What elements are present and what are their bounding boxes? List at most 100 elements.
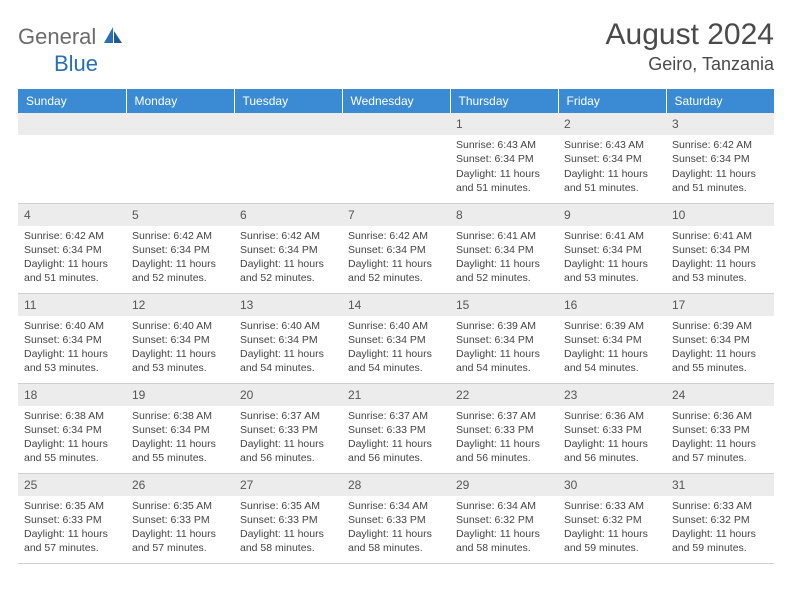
day-number: 28: [342, 474, 450, 496]
location: Geiro, Tanzania: [606, 54, 774, 75]
sunset-text: Sunset: 6:32 PM: [672, 513, 768, 527]
sunset-text: Sunset: 6:34 PM: [24, 333, 120, 347]
day-details: Sunrise: 6:41 AMSunset: 6:34 PMDaylight:…: [666, 226, 774, 290]
daylight-text: Daylight: 11 hours and 51 minutes.: [24, 257, 120, 285]
day-details: Sunrise: 6:42 AMSunset: 6:34 PMDaylight:…: [234, 226, 342, 290]
sunrise-text: Sunrise: 6:41 AM: [564, 229, 660, 243]
weekday-header: Monday: [126, 89, 234, 113]
day-details: Sunrise: 6:40 AMSunset: 6:34 PMDaylight:…: [342, 316, 450, 380]
sunset-text: Sunset: 6:34 PM: [456, 333, 552, 347]
sunset-text: Sunset: 6:34 PM: [348, 333, 444, 347]
sunset-text: Sunset: 6:33 PM: [132, 513, 228, 527]
day-details: Sunrise: 6:39 AMSunset: 6:34 PMDaylight:…: [558, 316, 666, 380]
sunrise-text: Sunrise: 6:43 AM: [564, 138, 660, 152]
sunset-text: Sunset: 6:34 PM: [672, 333, 768, 347]
sunset-text: Sunset: 6:34 PM: [132, 243, 228, 257]
day-details: Sunrise: 6:35 AMSunset: 6:33 PMDaylight:…: [18, 496, 126, 560]
logo-text-general: General: [18, 24, 96, 50]
calendar-day-cell: 27Sunrise: 6:35 AMSunset: 6:33 PMDayligh…: [234, 473, 342, 563]
sunrise-text: Sunrise: 6:38 AM: [132, 409, 228, 423]
daylight-text: Daylight: 11 hours and 53 minutes.: [672, 257, 768, 285]
sunset-text: Sunset: 6:33 PM: [564, 423, 660, 437]
calendar-day-cell: 14Sunrise: 6:40 AMSunset: 6:34 PMDayligh…: [342, 293, 450, 383]
calendar-week-row: 18Sunrise: 6:38 AMSunset: 6:34 PMDayligh…: [18, 383, 774, 473]
sunrise-text: Sunrise: 6:36 AM: [672, 409, 768, 423]
day-details: Sunrise: 6:38 AMSunset: 6:34 PMDaylight:…: [18, 406, 126, 470]
day-number: 16: [558, 294, 666, 316]
day-number: 24: [666, 384, 774, 406]
sunrise-text: Sunrise: 6:42 AM: [348, 229, 444, 243]
calendar-table: SundayMondayTuesdayWednesdayThursdayFrid…: [18, 89, 774, 564]
day-number: 26: [126, 474, 234, 496]
calendar-week-row: 4Sunrise: 6:42 AMSunset: 6:34 PMDaylight…: [18, 203, 774, 293]
calendar-week-row: 25Sunrise: 6:35 AMSunset: 6:33 PMDayligh…: [18, 473, 774, 563]
weekday-header: Friday: [558, 89, 666, 113]
sunrise-text: Sunrise: 6:42 AM: [240, 229, 336, 243]
calendar-day-cell: 2Sunrise: 6:43 AMSunset: 6:34 PMDaylight…: [558, 113, 666, 203]
sunrise-text: Sunrise: 6:35 AM: [24, 499, 120, 513]
calendar-day-cell: 17Sunrise: 6:39 AMSunset: 6:34 PMDayligh…: [666, 293, 774, 383]
logo-sail-icon: [102, 25, 124, 50]
day-number: 29: [450, 474, 558, 496]
sunrise-text: Sunrise: 6:35 AM: [240, 499, 336, 513]
calendar-day-cell: 16Sunrise: 6:39 AMSunset: 6:34 PMDayligh…: [558, 293, 666, 383]
day-details: Sunrise: 6:35 AMSunset: 6:33 PMDaylight:…: [126, 496, 234, 560]
calendar-week-row: 1Sunrise: 6:43 AMSunset: 6:34 PMDaylight…: [18, 113, 774, 203]
day-number: 10: [666, 204, 774, 226]
weekday-header: Tuesday: [234, 89, 342, 113]
day-details: Sunrise: 6:35 AMSunset: 6:33 PMDaylight:…: [234, 496, 342, 560]
calendar-day-cell: 15Sunrise: 6:39 AMSunset: 6:34 PMDayligh…: [450, 293, 558, 383]
calendar-day-cell: 23Sunrise: 6:36 AMSunset: 6:33 PMDayligh…: [558, 383, 666, 473]
sunrise-text: Sunrise: 6:42 AM: [24, 229, 120, 243]
daylight-text: Daylight: 11 hours and 51 minutes.: [672, 167, 768, 195]
daylight-text: Daylight: 11 hours and 54 minutes.: [348, 347, 444, 375]
daylight-text: Daylight: 11 hours and 52 minutes.: [456, 257, 552, 285]
title-block: August 2024 Geiro, Tanzania: [606, 18, 774, 75]
sunrise-text: Sunrise: 6:41 AM: [456, 229, 552, 243]
day-details: Sunrise: 6:43 AMSunset: 6:34 PMDaylight:…: [558, 135, 666, 199]
weekday-header: Sunday: [18, 89, 126, 113]
day-number: 17: [666, 294, 774, 316]
sunrise-text: Sunrise: 6:39 AM: [672, 319, 768, 333]
weekday-header: Saturday: [666, 89, 774, 113]
sunset-text: Sunset: 6:34 PM: [564, 152, 660, 166]
day-number: 18: [18, 384, 126, 406]
sunrise-text: Sunrise: 6:39 AM: [456, 319, 552, 333]
sunrise-text: Sunrise: 6:40 AM: [132, 319, 228, 333]
day-number: 3: [666, 113, 774, 135]
calendar-day-cell: 28Sunrise: 6:34 AMSunset: 6:33 PMDayligh…: [342, 473, 450, 563]
sunset-text: Sunset: 6:32 PM: [456, 513, 552, 527]
day-details: Sunrise: 6:37 AMSunset: 6:33 PMDaylight:…: [342, 406, 450, 470]
calendar-day-cell: 19Sunrise: 6:38 AMSunset: 6:34 PMDayligh…: [126, 383, 234, 473]
sunrise-text: Sunrise: 6:42 AM: [132, 229, 228, 243]
day-number: 7: [342, 204, 450, 226]
weekday-header: Thursday: [450, 89, 558, 113]
day-details: Sunrise: 6:42 AMSunset: 6:34 PMDaylight:…: [342, 226, 450, 290]
day-details: Sunrise: 6:36 AMSunset: 6:33 PMDaylight:…: [558, 406, 666, 470]
sunset-text: Sunset: 6:32 PM: [564, 513, 660, 527]
sunset-text: Sunset: 6:34 PM: [240, 243, 336, 257]
day-number: 2: [558, 113, 666, 135]
day-number: 8: [450, 204, 558, 226]
day-number: 15: [450, 294, 558, 316]
calendar-day-cell: 5Sunrise: 6:42 AMSunset: 6:34 PMDaylight…: [126, 203, 234, 293]
calendar-day-cell: [126, 113, 234, 203]
calendar-day-cell: 31Sunrise: 6:33 AMSunset: 6:32 PMDayligh…: [666, 473, 774, 563]
day-details: Sunrise: 6:42 AMSunset: 6:34 PMDaylight:…: [666, 135, 774, 199]
sunset-text: Sunset: 6:33 PM: [348, 513, 444, 527]
daylight-text: Daylight: 11 hours and 53 minutes.: [24, 347, 120, 375]
sunrise-text: Sunrise: 6:42 AM: [672, 138, 768, 152]
day-details: Sunrise: 6:41 AMSunset: 6:34 PMDaylight:…: [450, 226, 558, 290]
sunrise-text: Sunrise: 6:36 AM: [564, 409, 660, 423]
daylight-text: Daylight: 11 hours and 56 minutes.: [348, 437, 444, 465]
sunrise-text: Sunrise: 6:40 AM: [24, 319, 120, 333]
day-number: 19: [126, 384, 234, 406]
day-details: Sunrise: 6:40 AMSunset: 6:34 PMDaylight:…: [18, 316, 126, 380]
sunrise-text: Sunrise: 6:33 AM: [672, 499, 768, 513]
daylight-text: Daylight: 11 hours and 52 minutes.: [240, 257, 336, 285]
day-number: [342, 113, 450, 135]
day-details: Sunrise: 6:34 AMSunset: 6:32 PMDaylight:…: [450, 496, 558, 560]
sunset-text: Sunset: 6:33 PM: [240, 513, 336, 527]
sunrise-text: Sunrise: 6:40 AM: [240, 319, 336, 333]
day-details: Sunrise: 6:39 AMSunset: 6:34 PMDaylight:…: [450, 316, 558, 380]
